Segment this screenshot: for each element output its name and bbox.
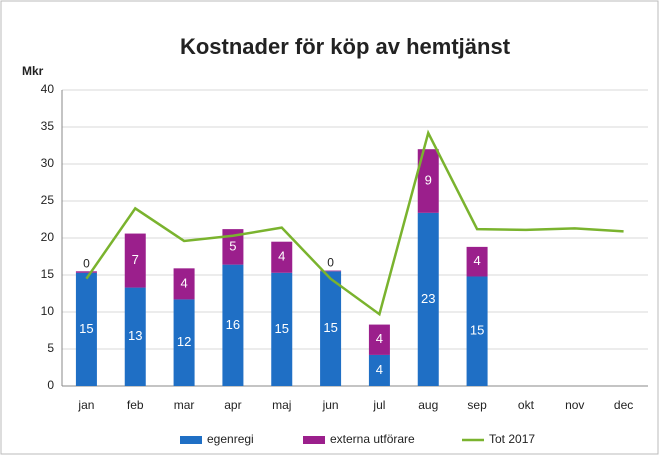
- x-tick-label: feb: [127, 398, 144, 412]
- x-tick-label: apr: [224, 398, 241, 412]
- y-tick-label: 35: [41, 119, 55, 133]
- data-label: 7: [132, 252, 139, 267]
- bar-segment: [466, 276, 488, 386]
- chart-title: Kostnader för köp av hemtjänst: [180, 34, 511, 59]
- data-label: 15: [275, 321, 289, 336]
- line-series: [85, 129, 624, 317]
- y-tick-label: 10: [41, 304, 55, 318]
- bar-segment: [75, 272, 97, 386]
- bar-segment: [222, 229, 244, 265]
- y-tick-label: 40: [41, 82, 55, 96]
- bar-segment: [466, 246, 488, 277]
- data-label: 4: [278, 249, 285, 264]
- x-tick-label: sep: [467, 398, 487, 412]
- y-tick-label: 20: [41, 230, 55, 244]
- y-tick-label: 30: [41, 156, 55, 170]
- bar-segment: [417, 212, 439, 386]
- bar-segment: [368, 354, 390, 386]
- bar-segment: [417, 149, 439, 213]
- data-label: 4: [376, 362, 383, 377]
- data-label: 23: [421, 291, 435, 306]
- data-label: 4: [376, 331, 383, 346]
- x-tick-label: okt: [518, 398, 535, 412]
- bar-segment: [368, 324, 390, 355]
- x-tick-label: maj: [272, 398, 291, 412]
- bar-segment: [124, 233, 146, 288]
- data-label: 15: [79, 321, 93, 336]
- legend-label: externa utförare: [330, 432, 415, 446]
- y-axis-label: Mkr: [22, 64, 44, 78]
- y-tick-label: 5: [47, 341, 54, 355]
- bar-segment: [320, 270, 342, 272]
- x-tick-label: jul: [372, 398, 385, 412]
- bar-segment: [173, 268, 195, 300]
- bar-segment: [173, 299, 195, 386]
- bar-segment: [75, 271, 97, 273]
- legend-label: egenregi: [207, 432, 254, 446]
- x-tick-label: jan: [77, 398, 94, 412]
- x-tick-label: jun: [322, 398, 339, 412]
- bar-segment: [320, 271, 342, 386]
- x-tick-label: mar: [174, 398, 195, 412]
- legend-label: Tot 2017: [489, 432, 535, 446]
- data-label: 9: [425, 172, 432, 187]
- y-tick-label: 0: [47, 378, 54, 392]
- x-tick-label: aug: [418, 398, 438, 412]
- data-label: 0: [83, 256, 90, 270]
- y-tick-label: 15: [41, 267, 55, 281]
- data-label: 5: [229, 238, 236, 253]
- data-label: 15: [323, 320, 337, 335]
- x-tick-label: dec: [614, 398, 633, 412]
- legend-swatch: [180, 436, 202, 444]
- x-tick-label: nov: [565, 398, 584, 412]
- bar-segment: [124, 287, 146, 386]
- bar-segment: [222, 264, 244, 386]
- bar-segment: [271, 272, 293, 386]
- data-label: 4: [473, 253, 480, 268]
- legend-swatch: [303, 436, 325, 444]
- data-label: 4: [180, 275, 187, 290]
- data-label: 0: [327, 256, 334, 270]
- y-tick-label: 25: [41, 193, 55, 207]
- data-label: 15: [470, 323, 484, 338]
- data-label: 12: [177, 334, 191, 349]
- data-label: 13: [128, 328, 142, 343]
- bar-segment: [271, 241, 293, 273]
- data-label: 16: [226, 317, 240, 332]
